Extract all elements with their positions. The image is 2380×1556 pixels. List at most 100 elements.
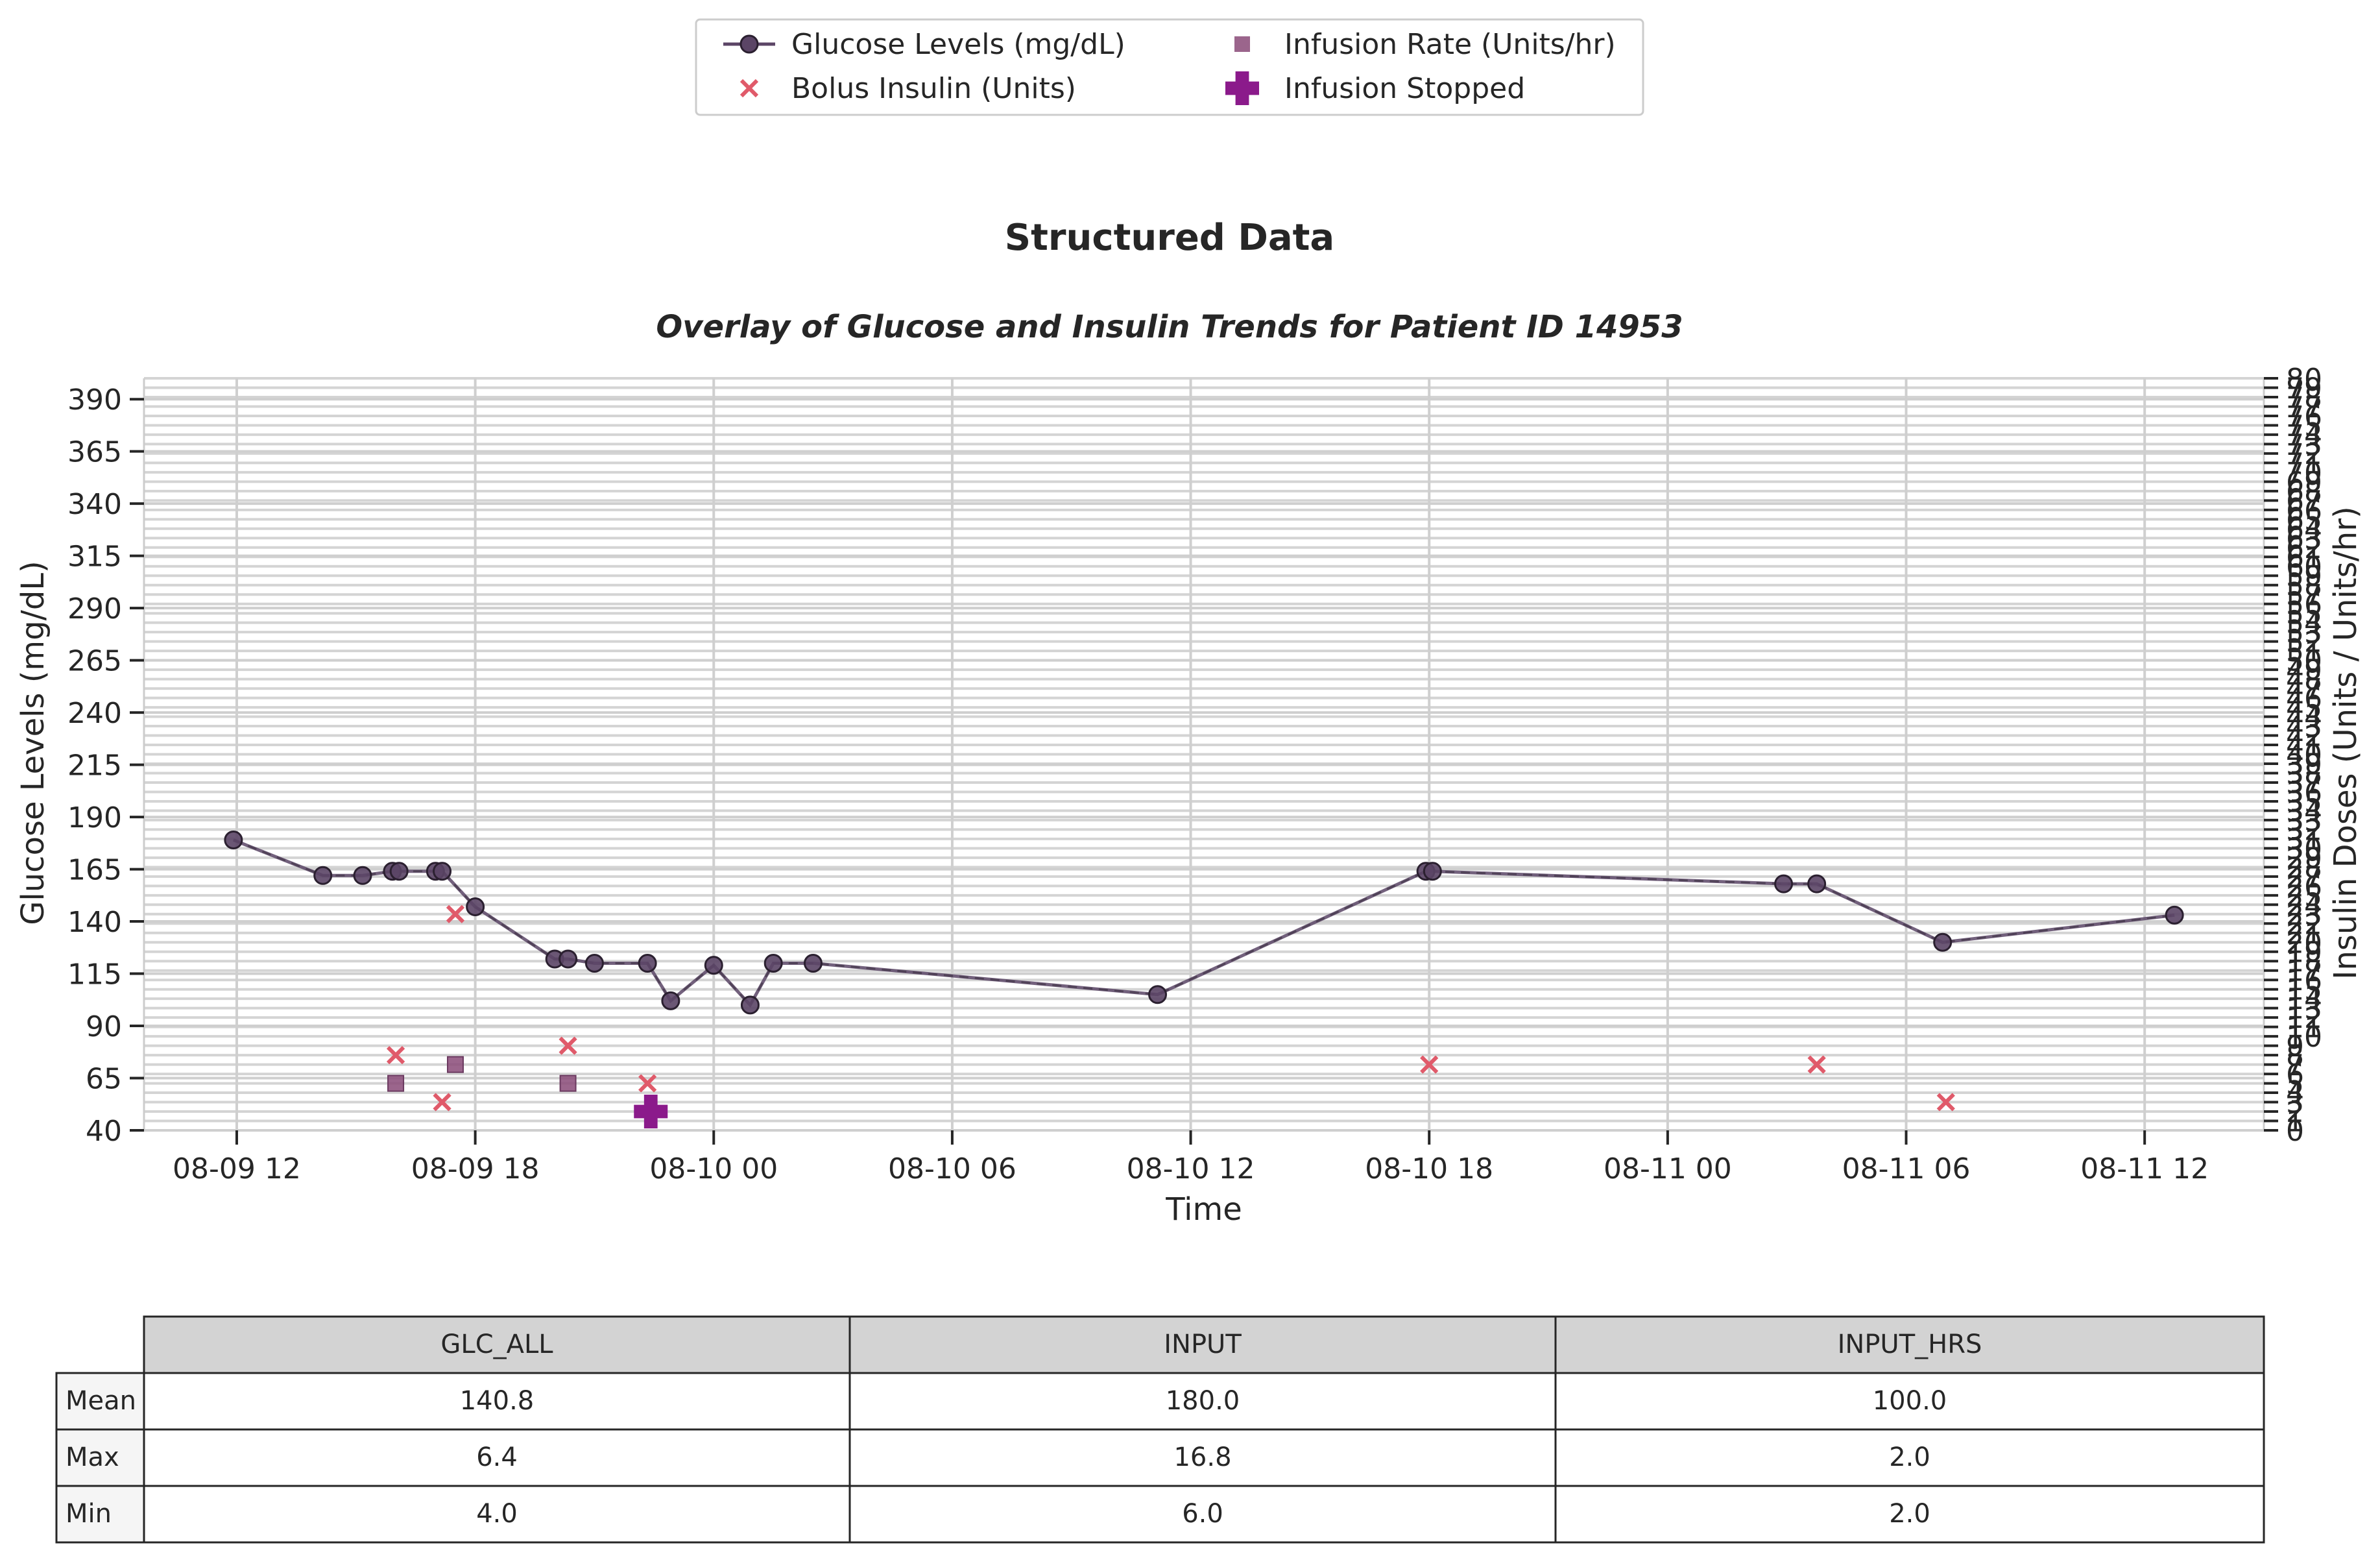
table-cell: 6.0 <box>1182 1499 1223 1529</box>
y-right-tick-label: 59 <box>2286 560 2322 593</box>
x-axis-title: Time <box>1165 1191 1242 1228</box>
table-cell: 4.0 <box>476 1499 518 1529</box>
y-right-tick-label: 7 <box>2286 1049 2304 1082</box>
table-header-cell: GLC_ALL <box>440 1330 553 1359</box>
glucose-point <box>704 956 723 975</box>
legend-label: Infusion Stopped <box>1284 72 1525 105</box>
y-right-tick-label: 35 <box>2286 786 2322 819</box>
bolus-insulin-point <box>1807 1055 1826 1074</box>
legend-label: Bolus Insulin (Units) <box>791 72 1076 105</box>
y-right-tick-label: 71 <box>2286 447 2322 480</box>
y-right-tick-label: 37 <box>2286 767 2322 800</box>
y-right-tick-label: 60 <box>2286 551 2322 584</box>
legend-item: Infusion Rate (Units/hr) <box>1234 28 1616 61</box>
glucose-point <box>559 949 578 969</box>
y-right-tick-label: 53 <box>2286 616 2322 650</box>
infusion-stopped-point <box>634 1095 668 1129</box>
glucose-point <box>638 953 657 973</box>
y-tick-label: 240 <box>67 697 122 730</box>
glucose-point <box>1933 932 1953 952</box>
y-right-tick-label: 64 <box>2286 513 2322 546</box>
legend-label: Infusion Rate (Units/hr) <box>1284 28 1616 61</box>
y-right-tick-label: 79 <box>2286 372 2322 405</box>
table-rowlabel-bg <box>56 1373 144 1542</box>
y-right-tick-label: 50 <box>2286 645 2322 678</box>
y-right-tick-label: 43 <box>2286 711 2322 744</box>
y-right-tick-label: 15 <box>2286 974 2322 1007</box>
y-right-tick-label: 46 <box>2286 683 2322 716</box>
y-right-tick-label: 44 <box>2286 701 2322 735</box>
glucose-point <box>224 830 243 849</box>
x-tick-label: 08-10 18 <box>1365 1152 1493 1185</box>
x-tick-label: 08-11 06 <box>1842 1152 1971 1185</box>
bolus-insulin-point <box>446 905 465 923</box>
y-right-tick-label: 33 <box>2286 805 2322 838</box>
infusion-rate-point <box>446 1056 464 1073</box>
y-right-tick-label: 80 <box>2286 363 2322 396</box>
glucose-point <box>466 897 485 917</box>
y-right-tick-label: 74 <box>2286 419 2322 452</box>
glucose-point <box>1423 862 1442 881</box>
bolus-insulin-point <box>559 1036 577 1055</box>
legend: Glucose Levels (mg/dL) Bolus Insulin (Uni… <box>695 18 1644 116</box>
bolus-insulin-point <box>386 1045 405 1065</box>
y-right-tick-label: 47 <box>2286 673 2322 706</box>
legend-square-swatch <box>1234 36 1250 52</box>
y-right-tick-label: 36 <box>2286 776 2322 809</box>
y-right-tick-label: 66 <box>2286 494 2322 528</box>
infusion-rate-point <box>559 1075 577 1092</box>
y-tick-label: 265 <box>67 645 122 678</box>
y-tick-label: 365 <box>67 436 122 469</box>
y-right-tick-label: 27 <box>2286 861 2322 894</box>
y-right-tick-label: 29 <box>2286 842 2322 875</box>
glucose-point <box>433 862 452 881</box>
table-cell: 180.0 <box>1166 1386 1240 1416</box>
y-right-tick-label: 12 <box>2286 1002 2322 1035</box>
y-right-tick-label: 14 <box>2286 983 2322 1016</box>
y-tick-label: 65 <box>86 1063 122 1096</box>
legend-x-swatch <box>739 79 759 98</box>
y-right-tick-label: 58 <box>2286 570 2322 603</box>
y-right-tick-label: 76 <box>2286 400 2322 433</box>
y-right-tick-label: 70 <box>2286 457 2322 490</box>
glucose-point <box>2165 905 2184 925</box>
y-tick-label: 290 <box>67 592 122 626</box>
table-header-cell: INPUT_HRS <box>1838 1330 1982 1359</box>
table-cell: 100.0 <box>1873 1386 1947 1416</box>
legend-frame <box>695 18 1644 116</box>
x-tick-label: 08-10 12 <box>1127 1152 1255 1185</box>
table-cell: 6.4 <box>476 1442 518 1472</box>
y-right-tick-label: 0 <box>2286 1115 2304 1148</box>
table-cell: 2.0 <box>1889 1499 1930 1529</box>
y-right-tick-label: 51 <box>2286 635 2322 668</box>
y-tick-label: 90 <box>86 1010 122 1043</box>
glucose-point <box>661 991 680 1010</box>
y-right-tick-label: 73 <box>2286 428 2322 461</box>
y-right-tick-label: 45 <box>2286 692 2322 725</box>
y-tick-label: 190 <box>67 801 122 834</box>
glucose-point <box>803 953 823 973</box>
y-right-tick-label: 10 <box>2286 1021 2322 1054</box>
y-right-tick-label: 49 <box>2286 654 2322 687</box>
y-right-tick-label: 38 <box>2286 757 2322 790</box>
table-cell: 140.8 <box>460 1386 535 1416</box>
y-right-tick-label: 32 <box>2286 814 2322 847</box>
y-right-tick-label: 57 <box>2286 579 2322 612</box>
y-right-tick-label: 39 <box>2286 748 2322 781</box>
glucose-point <box>584 953 604 973</box>
y-right-tick-label: 55 <box>2286 598 2322 631</box>
x-tick-label: 08-10 06 <box>888 1152 1016 1185</box>
y-right-tick-label: 41 <box>2286 729 2322 762</box>
legend-item: Infusion Stopped <box>1225 71 1525 105</box>
table-header-cell: INPUT <box>1164 1330 1242 1359</box>
table-header-bg <box>144 1317 2264 1373</box>
table-row-label: Max <box>66 1442 119 1472</box>
y-right-tick-label: 69 <box>2286 466 2322 499</box>
y-right-tick-label: 19 <box>2286 936 2322 969</box>
y-right-tick-label: 25 <box>2286 880 2322 913</box>
y-right-tick-label: 28 <box>2286 851 2322 884</box>
plot-data <box>224 830 2184 1129</box>
y-tick-label: 40 <box>86 1115 122 1148</box>
glucose-point <box>1148 985 1168 1004</box>
y-right-tick-label: 1 <box>2286 1106 2304 1139</box>
